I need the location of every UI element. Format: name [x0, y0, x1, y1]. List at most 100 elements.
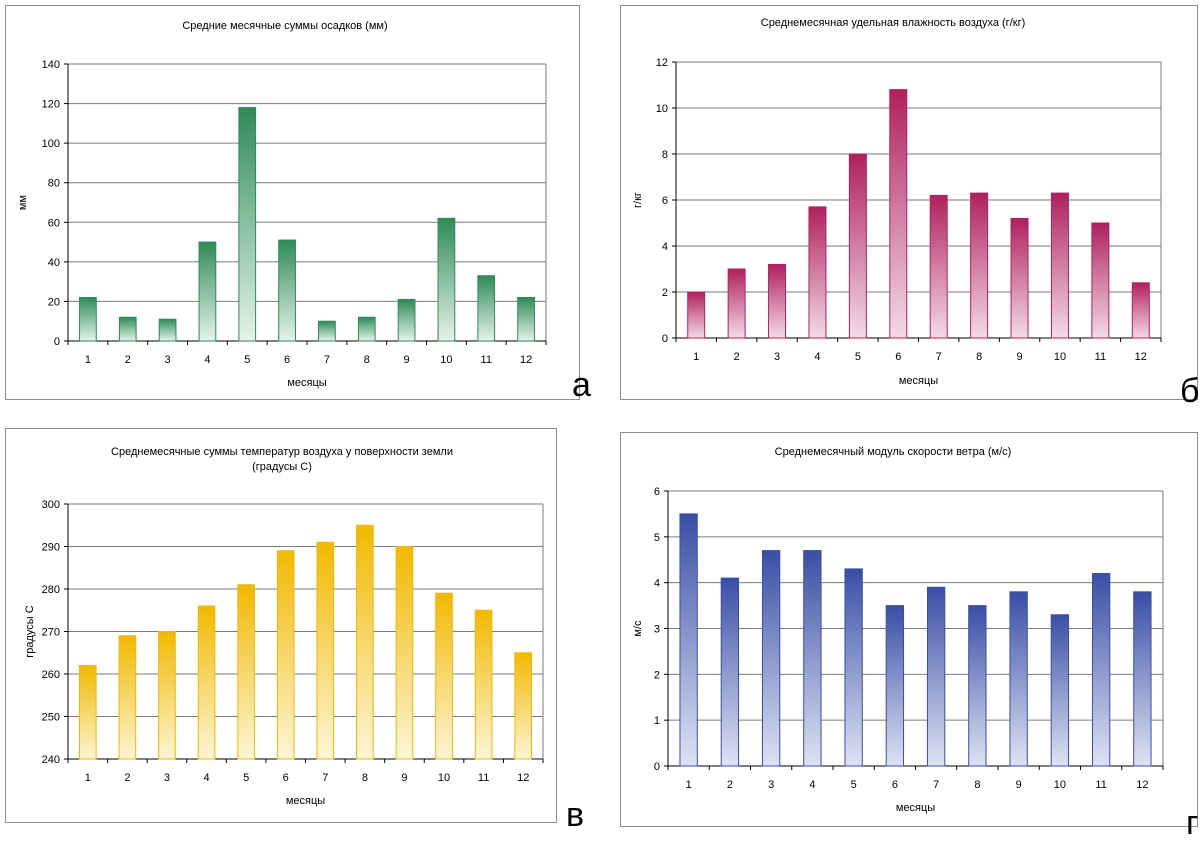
y-tick-label: 280: [42, 584, 60, 596]
x-axis-label: месяцы: [896, 802, 935, 814]
y-axis-label: градусы С: [24, 605, 36, 658]
y-tick-label: 6: [662, 195, 668, 207]
y-tick-label: 0: [54, 336, 60, 348]
y-tick-label: 140: [42, 59, 60, 71]
y-tick-label: 3: [654, 624, 660, 636]
bar-month-1: [679, 513, 698, 767]
bar-month-2: [727, 268, 746, 339]
bar-month-5: [848, 153, 867, 339]
y-tick-label: 0: [654, 761, 660, 773]
bar-month-6: [278, 239, 296, 342]
x-tick-label: 5: [243, 772, 249, 784]
bar-month-6: [885, 605, 905, 767]
bar-month-5: [237, 584, 255, 760]
bar-month-1: [687, 291, 706, 339]
bar-month-11: [477, 275, 496, 342]
bar-month-5: [844, 568, 863, 767]
x-axis-label: месяцы: [899, 375, 938, 387]
x-tick-label: 7: [936, 351, 942, 363]
bar-month-12: [514, 652, 533, 760]
y-tick-label: 290: [42, 542, 60, 554]
x-tick-label: 12: [520, 354, 532, 366]
bar-month-9: [397, 298, 416, 342]
x-tick-label: 4: [204, 354, 210, 366]
bar-month-2: [118, 635, 137, 760]
bar-month-12: [1131, 282, 1150, 339]
x-tick-label: 11: [1095, 779, 1106, 791]
bar-month-6: [889, 89, 908, 339]
y-tick-label: 4: [662, 241, 668, 253]
panel-letter-b: б: [1180, 372, 1200, 410]
bar-month-9: [1009, 591, 1028, 767]
y-axis-label: мм: [17, 195, 29, 210]
panel-letter-d: г: [1186, 804, 1199, 842]
panel-letter-a: а: [572, 366, 591, 404]
x-tick-label: 2: [125, 354, 131, 366]
x-tick-label: 5: [855, 351, 861, 363]
x-tick-label: 11: [481, 354, 492, 366]
bar-month-1: [79, 296, 97, 342]
bar-month-5: [238, 107, 257, 342]
x-tick-label: 12: [1135, 351, 1147, 363]
bar-month-4: [197, 605, 216, 760]
y-tick-label: 4: [654, 578, 660, 590]
x-tick-label: 1: [686, 779, 692, 791]
bar-month-8: [356, 524, 374, 760]
y-tick-label: 10: [656, 103, 668, 115]
y-tick-label: 6: [654, 486, 660, 498]
x-tick-label: 7: [933, 779, 939, 791]
bar-month-7: [316, 541, 335, 760]
bar-month-8: [968, 605, 987, 767]
x-tick-label: 11: [478, 772, 489, 784]
chart-title: Среднемесячный модуль скорости ветра (м/…: [775, 446, 1012, 458]
bar-month-10: [1050, 192, 1069, 339]
y-tick-label: 2: [654, 669, 660, 681]
x-tick-label: 10: [1054, 779, 1066, 791]
x-tick-label: 2: [727, 779, 733, 791]
x-tick-label: 1: [85, 772, 91, 784]
bar-month-12: [517, 296, 535, 342]
x-tick-label: 4: [809, 779, 815, 791]
x-tick-label: 8: [974, 779, 980, 791]
bar-month-9: [1010, 217, 1029, 339]
bar-month-4: [198, 241, 217, 342]
bar-month-3: [768, 263, 787, 339]
bar-month-1: [78, 665, 97, 760]
x-tick-label: 5: [851, 779, 857, 791]
y-tick-label: 60: [48, 217, 60, 229]
panel-letter-c: в: [566, 796, 585, 834]
x-tick-label: 10: [1054, 351, 1066, 363]
x-axis-label: месяцы: [287, 377, 326, 389]
chart-humidity: Среднемесячная удельная влажность воздух…: [620, 5, 1198, 400]
x-tick-label: 7: [322, 772, 328, 784]
x-tick-label: 12: [517, 772, 529, 784]
x-tick-label: 8: [976, 351, 982, 363]
chart-wind-speed-svg: Среднемесячный модуль скорости ветра (м/…: [632, 446, 1164, 814]
bar-month-7: [318, 320, 336, 342]
bar-month-3: [158, 631, 176, 760]
x-tick-label: 11: [1095, 351, 1106, 363]
x-tick-label: 3: [165, 354, 171, 366]
bar-month-6: [276, 550, 295, 760]
y-axis-label: м/с: [632, 620, 644, 637]
chart-title: Среднемесячная удельная влажность воздух…: [761, 17, 1026, 29]
y-tick-label: 120: [42, 99, 60, 111]
x-tick-label: 1: [693, 351, 699, 363]
bar-month-11: [474, 609, 493, 760]
y-tick-label: 0: [662, 333, 668, 345]
bar-month-10: [435, 592, 453, 760]
x-tick-label: 12: [1136, 779, 1148, 791]
x-tick-label: 10: [438, 772, 450, 784]
bar-month-2: [118, 316, 137, 342]
chart-humidity-svg: Среднемесячная удельная влажность воздух…: [632, 17, 1162, 387]
y-tick-label: 5: [654, 532, 660, 544]
x-tick-label: 1: [85, 354, 91, 366]
x-tick-label: 9: [401, 772, 407, 784]
bar-month-10: [437, 217, 456, 342]
bar-month-3: [158, 318, 177, 342]
chart-title: Среднемесячные суммы температур воздуха …: [111, 446, 453, 473]
y-tick-label: 300: [42, 499, 60, 511]
y-tick-label: 100: [42, 138, 60, 150]
bar-month-12: [1133, 591, 1152, 767]
x-tick-label: 6: [892, 779, 898, 791]
